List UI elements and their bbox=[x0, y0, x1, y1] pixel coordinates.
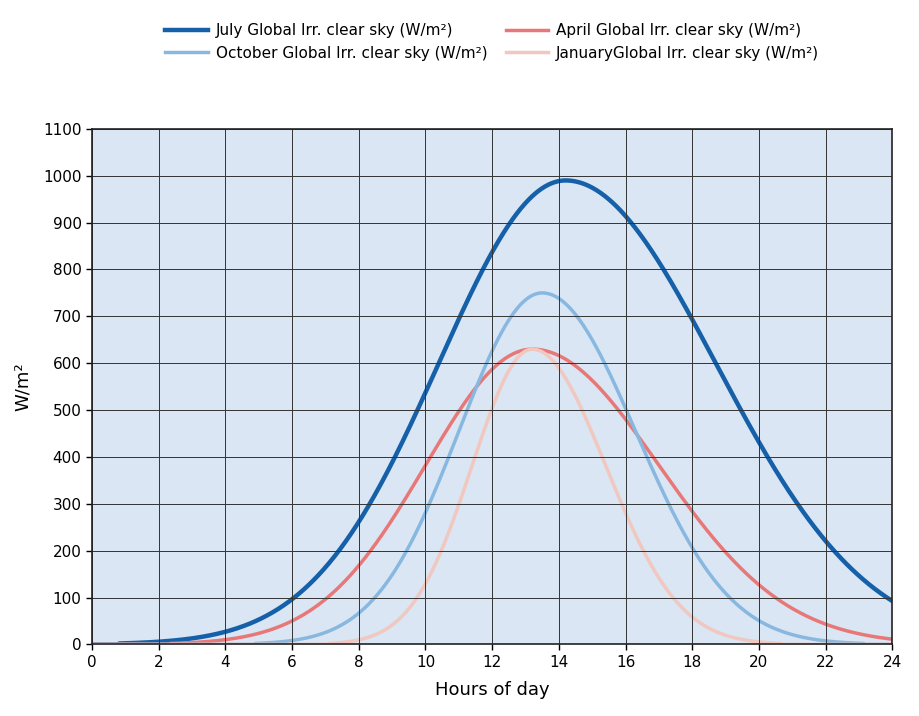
X-axis label: Hours of day: Hours of day bbox=[435, 681, 549, 699]
Legend: July Global Irr. clear sky (W/m²), October Global Irr. clear sky (W/m²), April G: July Global Irr. clear sky (W/m²), Octob… bbox=[165, 23, 818, 61]
Y-axis label: W/m²: W/m² bbox=[14, 362, 32, 411]
